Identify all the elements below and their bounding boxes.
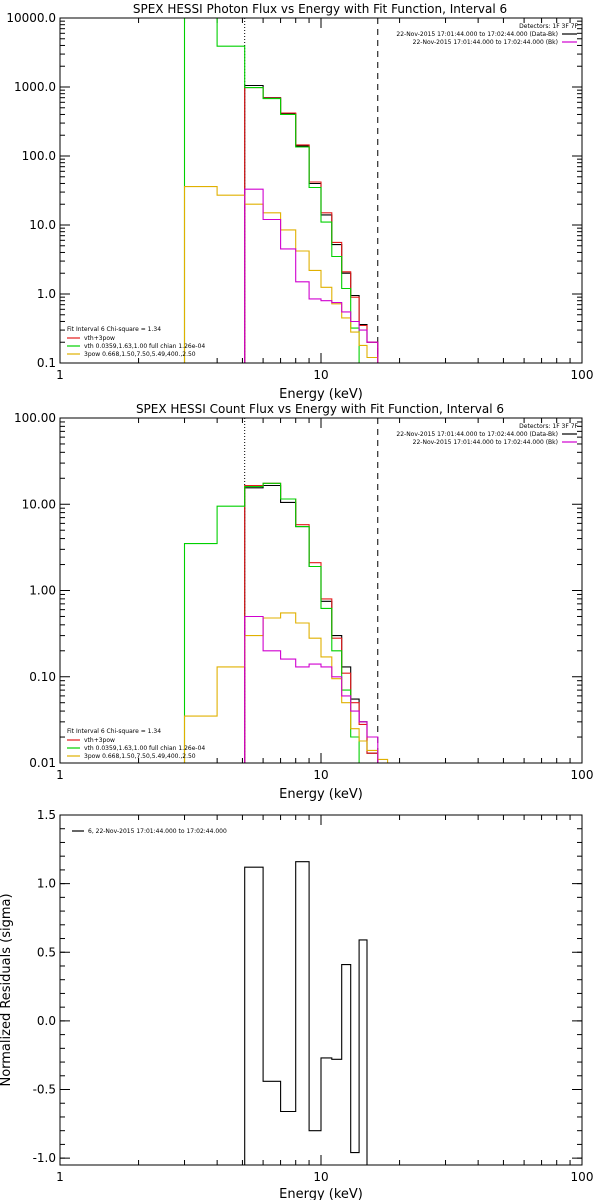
y-tick-label: 10.0 (29, 218, 56, 232)
y-tick-label: 1.0 (37, 877, 56, 891)
y-tick-label: 0.0 (37, 1014, 56, 1028)
panel-3-xlabel: Energy (keV) (279, 1187, 363, 1200)
panel-2-legend-3pow: 3pow 0.668,1.50,7.50,5.49,400.,2.50 (84, 753, 196, 760)
y-tick-label: 1000.0 (14, 80, 56, 94)
y-tick-label: 10.00 (22, 497, 56, 511)
panel-2-legend-fit: Fit Interval 6 Chi-square = 1.34 (67, 728, 161, 735)
y-tick-label: 0.01 (29, 756, 56, 770)
panel-2-legend-data: 22-Nov-2015 17:01:44.000 to 17:02:44.000… (396, 431, 558, 438)
panel-1-legend-detectors: Detectors: 1F 3F 7F (519, 23, 578, 30)
x-tick-label: 1 (56, 1170, 64, 1184)
panel-3-ylabel: Normalized Residuals (sigma) (0, 893, 14, 1086)
panel-1-legend-data: 22-Nov-2015 17:01:44.000 to 17:02:44.000… (396, 31, 558, 38)
panel-1-legend-fit: Fit Interval 6 Chi-square = 1.34 (67, 326, 161, 333)
x-tick-label: 10 (313, 1170, 328, 1184)
panel-2-legend-top-right: Detectors: 1F 3F 7F 22-Nov-2015 17:01:44… (396, 423, 578, 446)
y-tick-label: 100.00 (14, 411, 56, 425)
series-green-histogram (183, 482, 367, 764)
panel-3-frame (59, 814, 583, 1166)
panel-2-legend-model: vth+3pow (84, 737, 115, 744)
panel-photon-flux: SPEX HESSI Photon Flux vs Energy with Fi… (6, 2, 593, 402)
panel-count-flux: SPEX HESSI Count Flux vs Energy with Fit… (14, 402, 593, 802)
panel-2-title: SPEX HESSI Count Flux vs Energy with Fit… (136, 402, 504, 416)
panel-1-title: SPEX HESSI Photon Flux vs Energy with Fi… (133, 2, 507, 16)
panel-2-legend-bk: 22-Nov-2015 17:01:44.000 to 17:02:44.000… (413, 439, 558, 446)
panel-1-marks: 1 10 100 0.1 1.0 10.0 100.0 1000.0 10000.0 (6, 11, 593, 382)
y-tick-label: 1.00 (29, 584, 56, 598)
x-tick-label: 100 (571, 1170, 594, 1184)
panel-1-legend-3pow: 3pow 0.668,1.50,7.50,5.49,400.,2.50 (84, 351, 196, 358)
x-tick-label: 10 (313, 768, 328, 782)
panel-1-legend-bottom-left: Fit Interval 6 Chi-square = 1.34 vth+3po… (67, 326, 205, 358)
y-tick-label: 1.0 (37, 287, 56, 301)
x-tick-label: 100 (571, 768, 594, 782)
y-tick-label: 1.5 (37, 808, 56, 822)
y-tick-label: -0.5 (33, 1083, 56, 1097)
y-tick-label: 0.5 (37, 945, 56, 959)
panel-1-frame (59, 17, 583, 364)
panel-1-legend-top-right: Detectors: 1F 3F 7F 22-Nov-2015 17:01:44… (396, 23, 578, 46)
panel-1-xlabel: Energy (keV) (279, 387, 363, 402)
x-tick-label: 1 (56, 368, 64, 382)
panel-2-frame (59, 417, 583, 764)
y-tick-label: -1.0 (33, 1151, 56, 1165)
panel-1-legend-bk: 22-Nov-2015 17:01:44.000 to 17:02:44.000… (413, 39, 558, 46)
panel-2-xlabel: Energy (keV) (279, 787, 363, 802)
panel-3-legend: 6, 22-Nov-2015 17:01:44.000 to 17:02:44.… (72, 828, 227, 835)
y-tick-label: 10000.0 (6, 11, 56, 25)
panel-2-legend-vth: vth 0.0359,1.63,1.00 full chian 1.26e-04 (84, 745, 205, 752)
series-magenta-histogram (244, 615, 379, 763)
series-magenta-histogram (244, 188, 379, 363)
panel-3-legend-label: 6, 22-Nov-2015 17:01:44.000 to 17:02:44.… (88, 828, 227, 835)
panel-residuals: 1 10 100-1.0-0.50.00.51.01.5 Energy (keV) … (0, 808, 593, 1200)
y-tick-label: 0.1 (37, 356, 56, 370)
y-tick-label: 100.0 (22, 149, 56, 163)
series-black-histogram (244, 861, 368, 1165)
panel-2-legend-bottom-left: Fit Interval 6 Chi-square = 1.34 vth+3po… (67, 728, 205, 760)
x-tick-label: 10 (313, 368, 328, 382)
x-tick-label: 1 (56, 768, 64, 782)
panel-2-legend-detectors: Detectors: 1F 3F 7F (519, 423, 578, 430)
panel-1-legend-vth: vth 0.0359,1.63,1.00 full chian 1.26e-04 (84, 343, 205, 350)
panel-1-legend-model: vth+3pow (84, 335, 115, 342)
panel-2-marks: 1 10 100 0.01 0.10 1.00 10.00 100.00 (14, 411, 593, 782)
x-tick-label: 100 (571, 368, 594, 382)
y-tick-label: 0.10 (29, 670, 56, 684)
